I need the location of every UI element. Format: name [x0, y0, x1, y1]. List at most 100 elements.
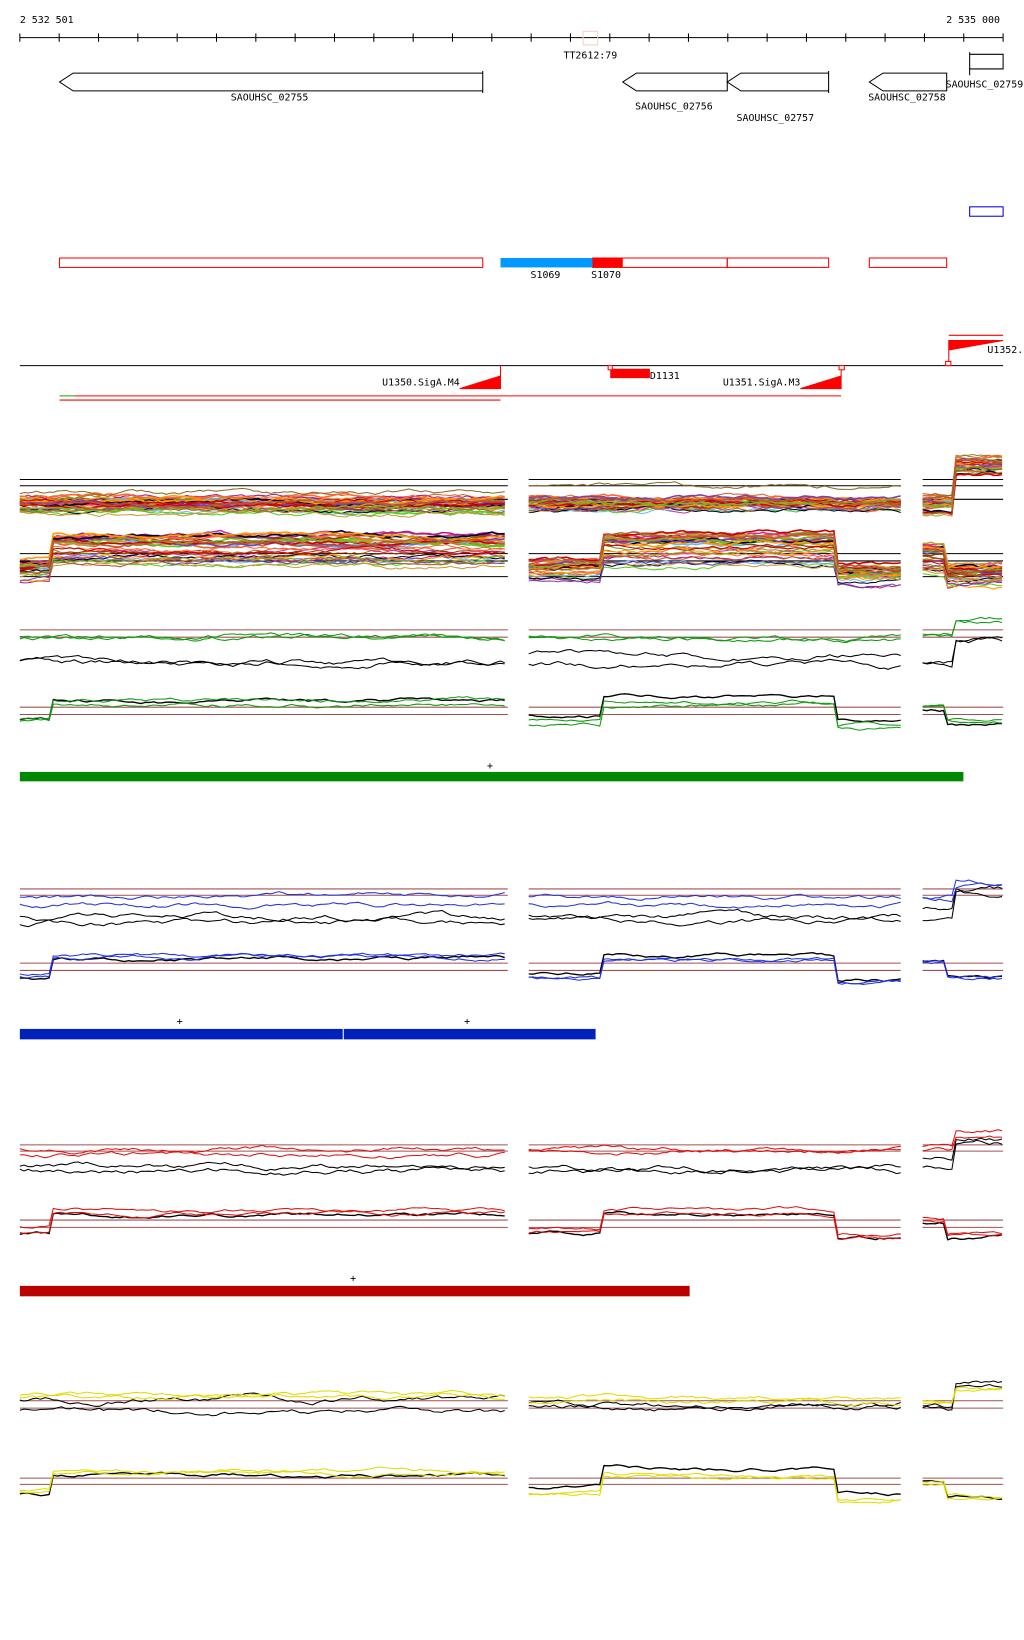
- reference-line: [528, 1163, 901, 1175]
- expression-line: [19, 544, 505, 568]
- expression-line: [19, 532, 505, 565]
- expression-line: [922, 541, 1003, 566]
- expression-line: [19, 555, 505, 575]
- blue-line: [528, 900, 901, 909]
- feature-label: D1131: [650, 371, 680, 382]
- expression-line: [528, 555, 901, 574]
- yellow-line: [922, 1483, 1003, 1501]
- yellow-line: [19, 1392, 505, 1401]
- expression-line: [19, 493, 505, 503]
- green-line: [19, 632, 505, 641]
- gene-arrow-02756[interactable]: [621, 72, 728, 92]
- segment-label: S1070: [591, 270, 621, 281]
- segment-s1069[interactable]: [500, 258, 593, 268]
- expression-line: [19, 499, 505, 509]
- expression-line: [922, 569, 1003, 583]
- blue-line: [528, 956, 901, 985]
- feature-label: U1352.: [987, 345, 1023, 356]
- expression-line: [922, 564, 1003, 587]
- reference-line: [528, 1464, 901, 1497]
- red-line: [19, 1207, 505, 1229]
- segment-box[interactable]: [868, 257, 948, 268]
- condition-mark: +: [350, 1274, 356, 1285]
- ruler: 2 532 501 2 535 000 TT2612:79: [19, 15, 1004, 61]
- gene-box-02759[interactable]: [969, 52, 1004, 76]
- segment-box[interactable]: [726, 257, 830, 268]
- yellow-line: [19, 1389, 505, 1398]
- condition-mark: +: [487, 761, 493, 772]
- reference-line: [528, 908, 901, 920]
- expression-line: [528, 536, 901, 576]
- segment-box[interactable]: [59, 257, 484, 268]
- segment-label: S1069: [531, 270, 561, 281]
- expression-line: [528, 481, 901, 491]
- blue-line: [19, 952, 505, 979]
- gene-arrow-02755[interactable]: [58, 71, 484, 93]
- expression-line: [922, 563, 1003, 582]
- feature-label: U1351.SigA.M3: [723, 377, 801, 388]
- blue-line: [19, 952, 505, 976]
- blue-line: [922, 960, 1003, 979]
- segment-box-blue[interactable]: [969, 206, 1004, 217]
- expression-line: [528, 529, 901, 566]
- condition-bar-green[interactable]: [19, 771, 964, 782]
- gene-arrow-02757[interactable]: [726, 71, 830, 93]
- flag-u1351[interactable]: [800, 365, 842, 390]
- segment-s1070[interactable]: [592, 258, 623, 268]
- ruler-end-label: 2 535 000: [946, 15, 1000, 26]
- reference-line: [19, 1161, 505, 1172]
- expression-line: [922, 462, 1003, 505]
- reference-line: [19, 1405, 505, 1417]
- yellow-line: [922, 1386, 1003, 1404]
- expression-line: [528, 497, 901, 507]
- expression-line: [19, 492, 505, 502]
- reference-line: [19, 654, 505, 670]
- reference-line: [922, 1221, 1003, 1241]
- reference-line: [528, 658, 901, 670]
- reference-line: [922, 885, 1003, 911]
- reference-line: [19, 1211, 505, 1236]
- expression-line: [528, 504, 901, 513]
- red-line: [19, 1151, 505, 1160]
- expression-line: [19, 500, 505, 510]
- condition-bar-blue[interactable]: [343, 1028, 596, 1040]
- reference-line: [19, 697, 505, 721]
- green-line: [922, 705, 1003, 722]
- reference-line: [528, 915, 901, 927]
- green-line: [922, 704, 1003, 724]
- red-line: [528, 1205, 901, 1237]
- reference-line: [19, 916, 505, 928]
- expression-line: [19, 555, 505, 582]
- expression-line: [19, 536, 505, 567]
- flag-u1350[interactable]: [459, 365, 502, 390]
- red-line: [922, 1220, 1003, 1237]
- gene-label: SAOUHSC_02756: [635, 102, 713, 113]
- gene-arrow-02758[interactable]: [868, 72, 948, 92]
- yellow-line: [528, 1397, 901, 1407]
- expression-line: [528, 554, 901, 589]
- yellow-line: [528, 1471, 901, 1502]
- yellow-line: [19, 1470, 505, 1494]
- red-line: [528, 1148, 901, 1156]
- red-line: [19, 1209, 505, 1235]
- ruler-start-label: 2 532 501: [20, 15, 74, 26]
- expression-line: [528, 496, 901, 506]
- marker-box[interactable]: [582, 30, 599, 46]
- condition-bar-blue[interactable]: [19, 1028, 343, 1040]
- expression-line: [19, 555, 505, 575]
- expression-line: [922, 461, 1003, 506]
- expression-line: [19, 560, 505, 579]
- feature-d1131[interactable]: [610, 368, 650, 379]
- condition-mark: +: [177, 1017, 183, 1028]
- condition-mark: +: [464, 1017, 470, 1028]
- green-line: [19, 696, 505, 720]
- blue-line: [922, 879, 1003, 900]
- expression-line: [528, 505, 901, 514]
- condition-bar-red[interactable]: [19, 1285, 690, 1297]
- expression-line: [19, 531, 505, 561]
- expression-line: [19, 536, 505, 568]
- flag-u1352[interactable]: [948, 340, 1004, 366]
- expression-line: [528, 557, 901, 589]
- reference-line: [922, 890, 1003, 922]
